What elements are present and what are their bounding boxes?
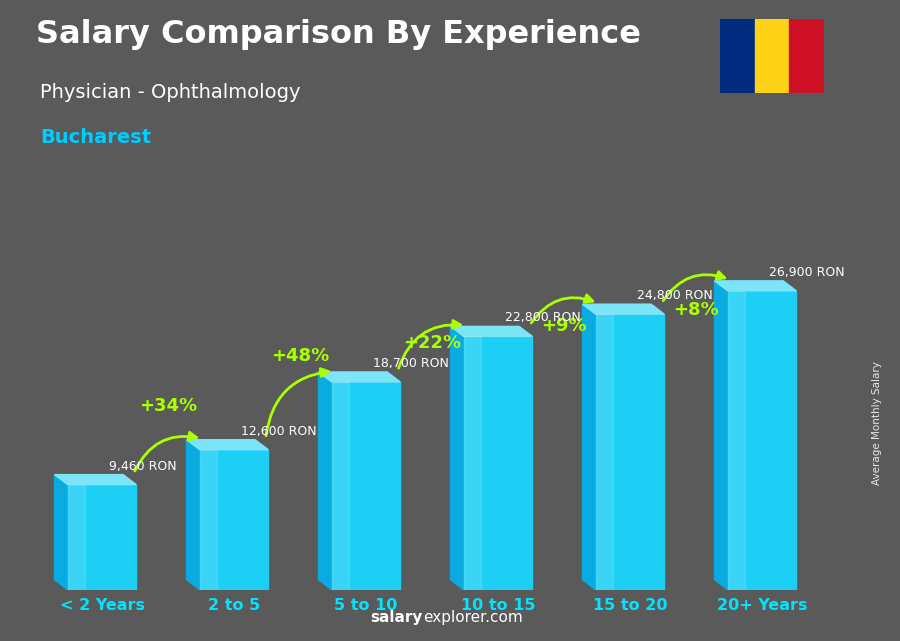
Text: +8%: +8%: [673, 301, 719, 319]
Text: 18,700 RON: 18,700 RON: [373, 357, 448, 370]
Polygon shape: [451, 326, 464, 590]
Polygon shape: [715, 281, 796, 291]
Text: +9%: +9%: [541, 317, 587, 335]
Polygon shape: [715, 281, 728, 590]
Bar: [332, 382, 400, 590]
Polygon shape: [451, 326, 532, 337]
Polygon shape: [186, 440, 200, 590]
Text: 22,800 RON: 22,800 RON: [505, 312, 580, 324]
Bar: [754, 19, 789, 93]
Bar: [332, 382, 349, 590]
Bar: [200, 450, 268, 590]
Polygon shape: [319, 372, 332, 590]
Text: explorer.com: explorer.com: [423, 610, 523, 625]
Text: Salary Comparison By Experience: Salary Comparison By Experience: [36, 19, 641, 50]
Text: +48%: +48%: [271, 347, 329, 365]
Polygon shape: [319, 372, 400, 382]
Bar: [200, 450, 217, 590]
Bar: [728, 291, 796, 590]
Bar: [728, 291, 745, 590]
Polygon shape: [582, 304, 664, 314]
Bar: [720, 19, 754, 93]
Text: +22%: +22%: [403, 334, 461, 352]
Text: 26,900 RON: 26,900 RON: [769, 266, 844, 279]
Text: 12,600 RON: 12,600 RON: [240, 425, 316, 438]
Text: Physician - Ophthalmology: Physician - Ophthalmology: [40, 83, 301, 103]
Polygon shape: [186, 440, 268, 450]
Text: 24,800 RON: 24,800 RON: [636, 289, 713, 302]
Polygon shape: [55, 474, 68, 590]
Text: Bucharest: Bucharest: [40, 128, 151, 147]
Bar: [464, 337, 532, 590]
Polygon shape: [582, 304, 596, 590]
Text: salary: salary: [371, 610, 423, 625]
Bar: [789, 19, 824, 93]
Bar: [596, 314, 664, 590]
Text: Average Monthly Salary: Average Monthly Salary: [872, 361, 883, 485]
Polygon shape: [55, 474, 136, 485]
Bar: [68, 485, 136, 590]
Bar: [68, 485, 85, 590]
Text: +34%: +34%: [139, 397, 197, 415]
Bar: [596, 314, 613, 590]
Text: 9,460 RON: 9,460 RON: [109, 460, 176, 472]
Bar: [464, 337, 481, 590]
